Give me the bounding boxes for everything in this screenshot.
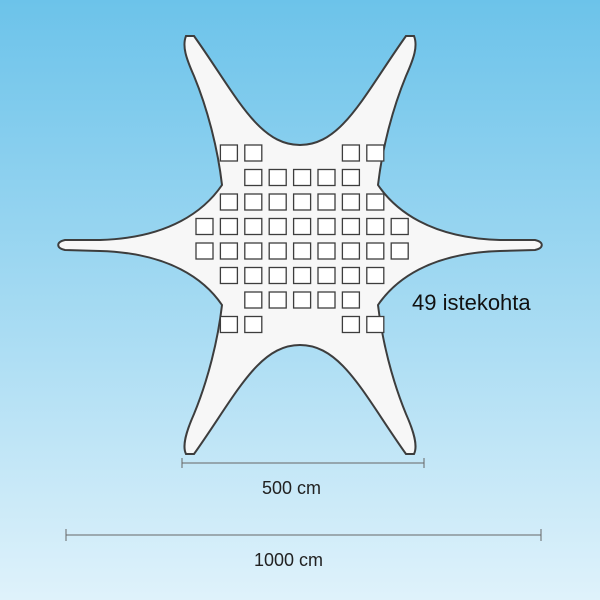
seat [366,315,385,334]
seat [292,168,312,187]
seat [317,193,336,211]
seat [390,242,409,260]
dimension-label-1000: 1000 cm [254,550,324,570]
seat [268,242,287,260]
seat [341,168,361,187]
seat [195,217,214,236]
seat [219,242,239,260]
seat [219,266,239,285]
seat [341,193,361,211]
seat [390,217,409,236]
seat [341,266,361,285]
seat [268,217,287,236]
seat [219,193,239,211]
seat [292,217,312,236]
seat [292,266,312,285]
seat-count-label: 49 istekohta [412,290,531,315]
seat [366,193,385,211]
seat [317,291,336,309]
seat [341,144,361,162]
seat [244,242,263,260]
seat [317,242,336,260]
seat [292,193,312,211]
seat [219,315,239,334]
seat [317,266,336,285]
seat [292,291,312,309]
seat [219,144,239,162]
seat [268,291,287,309]
seat [341,315,361,334]
seat [366,144,385,162]
dimension-label-500: 500 cm [262,478,322,498]
seat [195,242,214,260]
seat [317,168,336,187]
seat [292,242,312,260]
seat [341,217,361,236]
seat [244,193,263,211]
seat [341,291,361,309]
seat [268,266,287,285]
seat-grid [195,144,409,334]
seat [244,168,263,187]
seat [219,217,239,236]
seat [317,217,336,236]
seat [244,144,263,162]
seat [244,291,263,309]
seat [244,217,263,236]
seat [244,266,263,285]
seat [366,242,385,260]
seat [268,193,287,211]
seat [341,242,361,260]
seat [366,266,385,285]
seat [268,168,287,187]
seat [244,315,263,334]
seat [366,217,385,236]
